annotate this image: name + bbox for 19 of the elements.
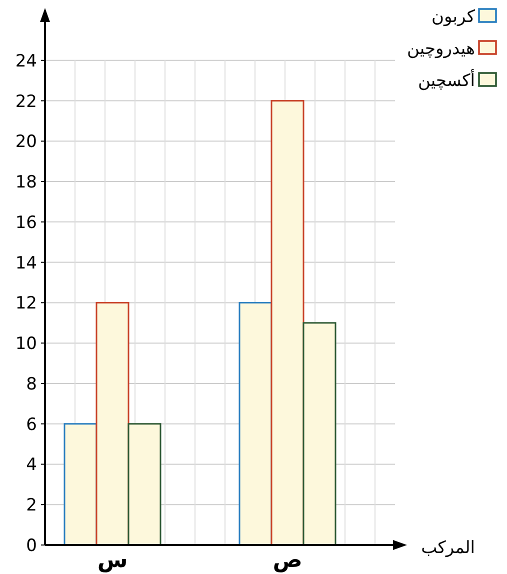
y-tick-label: 10 xyxy=(15,334,37,354)
x-axis-title: المركب xyxy=(421,538,475,558)
y-tick-label: 24 xyxy=(15,51,37,72)
y-tick-label: 2 xyxy=(26,496,37,516)
y-tick-label: 12 xyxy=(15,294,37,314)
legend-label: هيدروچين xyxy=(406,39,475,59)
y-tick-label: 6 xyxy=(26,414,37,435)
y-tick-label: 20 xyxy=(15,132,37,152)
y-tick-label: 22 xyxy=(15,92,37,112)
y-tick-label: 0 xyxy=(26,536,37,556)
legend-label: أكسچين xyxy=(418,69,475,91)
y-tick-label: 16 xyxy=(15,212,37,233)
y-tick-label: 4 xyxy=(26,455,37,476)
legend-label: كربون xyxy=(432,7,476,27)
x-tick-label: ص xyxy=(272,548,302,573)
y-tick-label: 8 xyxy=(26,374,37,394)
y-tick-label: 14 xyxy=(15,253,37,274)
y-tick-label: 18 xyxy=(15,172,37,193)
x-tick-label: س xyxy=(97,548,128,573)
